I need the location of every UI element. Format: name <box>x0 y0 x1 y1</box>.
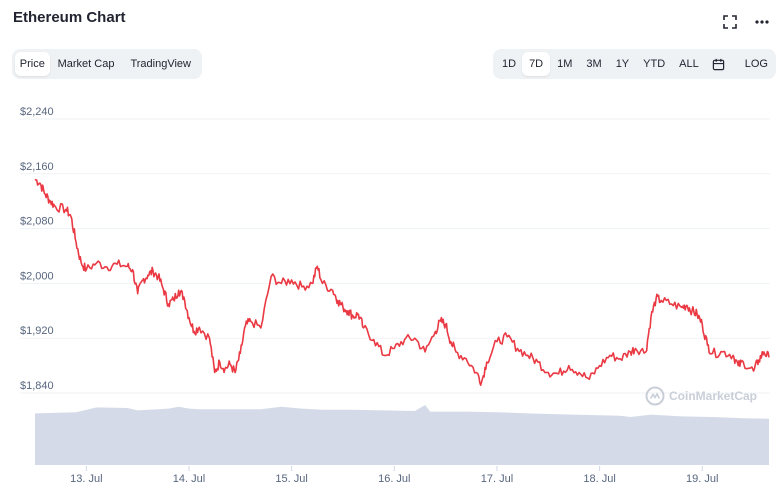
chart-title: Ethereum Chart <box>13 9 126 26</box>
more-horizontal-icon[interactable] <box>754 14 772 32</box>
log-scale-toggle[interactable]: LOG <box>744 58 768 70</box>
y-tick-label: $2,000 <box>20 270 54 282</box>
range-ytd[interactable]: YTD <box>643 58 666 70</box>
range-all[interactable]: ALL <box>679 58 699 70</box>
coinmarketcap-watermark: CoinMarketCap <box>645 386 757 406</box>
y-tick-label: $1,840 <box>20 380 54 392</box>
volume-area <box>35 405 769 465</box>
y-tick-label: $1,920 <box>20 325 54 337</box>
price-line <box>34 178 770 386</box>
x-tick-label: 14. Jul <box>173 473 205 485</box>
range-7d[interactable]: 7D <box>522 52 551 76</box>
watermark-text: CoinMarketCap <box>669 389 758 403</box>
range-1m[interactable]: 1M <box>557 58 573 70</box>
fullscreen-icon[interactable] <box>722 14 740 32</box>
y-tick-label: $2,160 <box>20 161 54 173</box>
x-tick-label: 19. Jul <box>686 473 718 485</box>
tab-tradingview[interactable]: TradingView <box>130 58 191 70</box>
y-tick-label: $2,240 <box>20 106 54 118</box>
range-tabs: 1D 7D 1M 3M 1Y YTD ALL LOG <box>493 49 776 79</box>
y-tick-label: $2,080 <box>20 216 54 228</box>
x-tick-label: 18. Jul <box>583 473 615 485</box>
x-tick-label: 13. Jul <box>70 473 102 485</box>
view-tabs: Price Market Cap TradingView <box>12 49 202 79</box>
x-tick-label: 17. Jul <box>481 473 513 485</box>
tab-price[interactable]: Price <box>15 52 50 76</box>
range-3m[interactable]: 3M <box>586 58 602 70</box>
x-tick-label: 15. Jul <box>275 473 307 485</box>
x-tick-label: 16. Jul <box>378 473 410 485</box>
range-1d[interactable]: 1D <box>502 58 517 70</box>
tab-market-cap[interactable]: Market Cap <box>57 58 115 70</box>
range-1y[interactable]: 1Y <box>615 58 630 70</box>
coinmarketcap-logo-icon <box>645 386 665 406</box>
calendar-icon[interactable] <box>706 52 731 76</box>
